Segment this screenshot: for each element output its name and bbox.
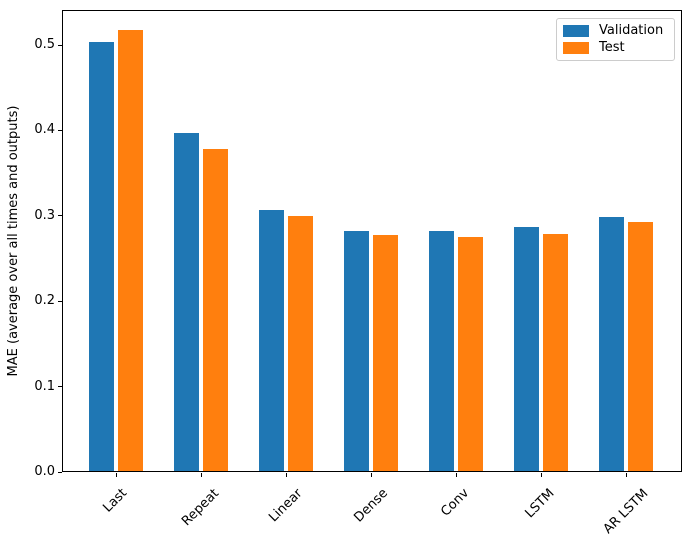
x-tick-label-text: Last xyxy=(100,485,131,516)
x-tick xyxy=(371,473,372,477)
bar-validation-dense xyxy=(343,231,370,471)
y-tick-label: 0.3 xyxy=(34,207,55,223)
x-tick-label-text: Dense xyxy=(350,485,391,526)
x-tick xyxy=(626,473,627,477)
x-tick-label-text: AR LSTM xyxy=(600,486,651,537)
bar-test-linear xyxy=(287,215,314,471)
x-tick xyxy=(201,473,202,477)
x-tick xyxy=(541,473,542,477)
bar-test-ar-lstm xyxy=(627,221,654,471)
y-tick xyxy=(58,471,62,473)
y-tick xyxy=(58,215,62,217)
y-tick-label: 0.0 xyxy=(34,464,55,479)
legend-item-validation: Validation xyxy=(563,23,668,39)
x-tick-label: Conv xyxy=(439,486,474,521)
legend: Validation Test xyxy=(556,18,675,61)
x-tick-label-text: LSTM xyxy=(522,486,559,522)
legend-swatch-validation xyxy=(563,25,589,38)
x-tick-label: Dense xyxy=(351,486,391,526)
y-tick-label: 0.4 xyxy=(34,122,55,138)
bar-validation-repeat xyxy=(173,132,200,471)
bar-validation-ar-lstm xyxy=(598,216,625,471)
x-tick xyxy=(456,473,457,477)
bar-test-last xyxy=(117,30,144,471)
x-tick-label: AR LSTM xyxy=(600,486,652,538)
x-tick-label-text: Repeat xyxy=(179,486,223,530)
y-axis-label: MAE (average over all times and outputs) xyxy=(6,105,21,377)
bar-test-conv xyxy=(457,237,484,471)
bar-validation-linear xyxy=(258,209,285,471)
y-tick xyxy=(58,129,62,131)
x-tick-label-text: Linear xyxy=(266,485,306,526)
y-tick-label: 0.2 xyxy=(34,293,55,309)
x-tick-label: Linear xyxy=(266,486,306,526)
y-tick-label: 0.5 xyxy=(34,37,55,52)
bar-test-dense xyxy=(372,235,399,471)
x-tick-label: Repeat xyxy=(179,486,223,530)
bar-validation-last xyxy=(88,42,115,471)
legend-swatch-test xyxy=(563,41,589,54)
x-tick xyxy=(116,473,117,477)
legend-label-validation: Validation xyxy=(599,23,664,39)
x-tick-label: Last xyxy=(101,486,131,516)
x-tick-label-text: Conv xyxy=(438,485,473,520)
y-tick xyxy=(58,386,62,388)
y-tick xyxy=(58,44,62,46)
x-tick xyxy=(286,473,287,477)
y-tick-label: 0.1 xyxy=(34,378,55,394)
bar-validation-conv xyxy=(428,231,455,471)
legend-item-test: Test xyxy=(563,40,668,56)
x-tick-label: LSTM xyxy=(523,486,559,522)
legend-label-test: Test xyxy=(599,39,625,55)
bar-test-repeat xyxy=(202,149,229,471)
y-tick xyxy=(58,300,62,302)
plot-area xyxy=(62,10,682,472)
bar-validation-lstm xyxy=(513,226,540,471)
bar-test-lstm xyxy=(542,234,569,471)
